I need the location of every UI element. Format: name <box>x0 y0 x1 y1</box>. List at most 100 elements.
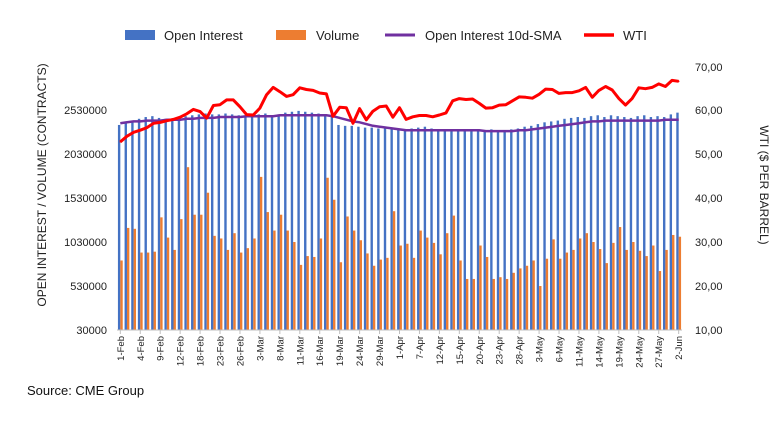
volume-bar-27 <box>299 264 303 330</box>
open-interest-bar-63 <box>536 124 540 330</box>
open-interest-bar-53 <box>470 130 473 330</box>
volume-bar-2 <box>133 228 137 330</box>
wti-point-75 <box>618 97 620 100</box>
volume-bar-15 <box>220 238 223 330</box>
wti-point-70 <box>584 86 587 89</box>
volume-bar-43 <box>406 243 409 330</box>
open-interest-bar-56 <box>490 129 493 330</box>
wti-point-48 <box>438 114 441 116</box>
wti-point-43 <box>405 118 407 121</box>
open-interest-bar-46 <box>423 126 427 330</box>
legend-label-open-interest: Open Interest <box>164 28 243 43</box>
open-interest-bar-5 <box>151 116 154 330</box>
wti-point-47 <box>431 115 434 118</box>
open-interest-bar-2 <box>131 121 134 330</box>
open-interest-bar-44 <box>410 128 413 330</box>
open-interest-bar-81 <box>656 116 659 330</box>
left-tick-0: 30000 <box>76 325 107 337</box>
volume-bar-20 <box>253 238 256 330</box>
open-interest-bars <box>117 110 679 331</box>
wti-point-28 <box>305 88 308 91</box>
wti-point-17 <box>232 99 235 101</box>
volume-bar-22 <box>266 212 269 330</box>
open-interest-bar-23 <box>270 115 274 330</box>
volume-bar-54 <box>479 245 482 330</box>
open-interest-bar-29 <box>310 112 314 330</box>
wti-point-38 <box>372 110 374 112</box>
x-tick-label-15: 7-Apr <box>415 336 426 359</box>
volume-bar-3 <box>140 252 143 330</box>
open-interest-bar-33 <box>337 124 340 331</box>
wti-point-72 <box>598 89 600 92</box>
open-interest-bar-79 <box>643 115 646 330</box>
wti-point-42 <box>398 106 401 109</box>
volume-bar-55 <box>485 256 489 330</box>
volume-bar-9 <box>180 219 183 330</box>
x-tick-label-13: 29-Mar <box>375 336 386 366</box>
volume-bar-23 <box>273 230 276 330</box>
open-interest-bar-14 <box>210 114 214 331</box>
x-tick-label-11: 19-Mar <box>335 336 346 366</box>
volume-bar-57 <box>499 277 502 330</box>
open-interest-bar-35 <box>350 125 353 330</box>
volume-bar-0 <box>120 260 123 330</box>
wti-point-20 <box>252 114 255 116</box>
x-tick-label-22: 6-May <box>555 336 566 363</box>
volume-bar-67 <box>565 252 569 330</box>
volume-bar-82 <box>665 249 668 330</box>
open-interest-bar-17 <box>230 114 234 331</box>
legend: Open Interest Volume Open Interest 10d-S… <box>125 28 647 43</box>
open-interest-bar-60 <box>516 128 520 330</box>
open-interest-bar-12 <box>197 114 201 331</box>
open-interest-bar-39 <box>377 128 380 330</box>
open-interest-bar-38 <box>370 127 373 330</box>
open-interest-bar-28 <box>304 111 307 330</box>
right-axis-title: WTI ($ PER BARREL) <box>757 125 771 244</box>
wti-point-55 <box>485 107 487 109</box>
wti-point-63 <box>538 93 540 96</box>
volume-bar-13 <box>206 192 210 330</box>
wti-point-79 <box>644 87 647 90</box>
open-interest-bar-16 <box>224 113 227 331</box>
x-tick-label-3: 12-Feb <box>176 336 187 366</box>
wti-point-0 <box>119 141 122 143</box>
volume-bar-78 <box>638 250 642 330</box>
wti-point-73 <box>604 85 607 88</box>
wti-point-8 <box>172 118 175 121</box>
volume-bar-11 <box>193 214 196 330</box>
volume-bar-53 <box>472 278 476 330</box>
wti-point-51 <box>458 97 461 100</box>
open-interest-bar-72 <box>596 115 599 330</box>
open-interest-bar-50 <box>450 130 453 330</box>
right-axis: 10,00 20,00 30,00 40,00 50,00 60,00 70,0… <box>695 62 723 337</box>
volume-bar-56 <box>492 278 495 330</box>
left-tick-3: 1530000 <box>64 193 107 205</box>
wti-point-39 <box>378 106 381 108</box>
wti-point-54 <box>478 102 481 105</box>
open-interest-bar-65 <box>549 121 553 330</box>
open-interest-bar-25 <box>284 112 287 330</box>
open-interest-bar-73 <box>603 117 606 330</box>
open-interest-bar-13 <box>204 113 207 331</box>
wti-point-81 <box>657 83 660 85</box>
wti-point-29 <box>312 89 314 92</box>
source-note: Source: CME Group <box>27 383 145 398</box>
wti-point-74 <box>611 89 614 91</box>
x-tick-label-10: 16-Mar <box>315 336 326 366</box>
wti-point-53 <box>471 98 474 100</box>
volume-bar-1 <box>126 227 130 330</box>
volume-bar-32 <box>333 199 336 330</box>
open-interest-bar-34 <box>343 125 347 330</box>
x-tick-label-24: 14-May <box>594 336 605 368</box>
volume-bar-66 <box>559 258 562 330</box>
volume-bar-77 <box>632 242 635 330</box>
x-tick-label-17: 15-Apr <box>455 336 466 365</box>
wti-point-2 <box>132 131 135 134</box>
right-tick-0: 10,00 <box>695 325 723 337</box>
open-interest-bar-45 <box>417 127 420 330</box>
wti-point-11 <box>192 108 195 111</box>
open-interest-bar-3 <box>137 118 141 330</box>
wti-point-44 <box>411 115 414 118</box>
wti-point-62 <box>531 97 534 99</box>
wti-point-19 <box>245 113 248 116</box>
